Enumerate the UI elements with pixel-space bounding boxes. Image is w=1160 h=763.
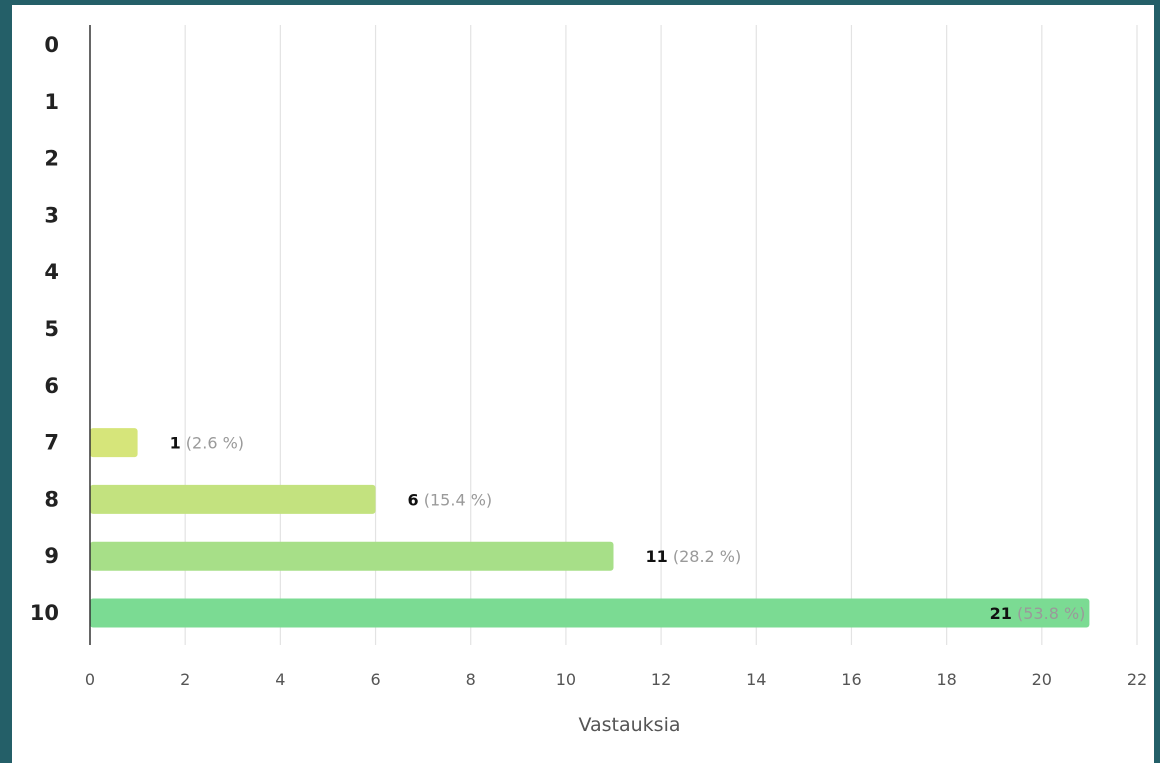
value-percent: (2.6 %) bbox=[181, 434, 244, 453]
category-label: 0 bbox=[44, 33, 59, 57]
x-tick-label: 12 bbox=[651, 670, 671, 689]
x-tick-label: 10 bbox=[556, 670, 576, 689]
value-count: 1 bbox=[170, 434, 181, 453]
x-axis-title: Vastauksia bbox=[578, 714, 680, 736]
value-count: 11 bbox=[646, 547, 668, 566]
x-tick-label: 6 bbox=[370, 670, 380, 689]
bar-9 bbox=[90, 541, 614, 571]
x-tick-label: 18 bbox=[936, 670, 956, 689]
x-tick-label: 2 bbox=[180, 670, 190, 689]
grid-lines bbox=[184, 25, 1138, 645]
value-percent: (28.2 %) bbox=[668, 547, 741, 566]
category-label: 5 bbox=[44, 317, 59, 341]
value-count: 6 bbox=[408, 490, 419, 509]
value-label: 6 (15.4 %) bbox=[408, 490, 493, 509]
value-percent: (53.8 %) bbox=[1012, 604, 1085, 623]
x-tick-label: 20 bbox=[1032, 670, 1052, 689]
x-tick-label: 16 bbox=[841, 670, 861, 689]
category-label: 8 bbox=[44, 487, 59, 511]
bar-8 bbox=[90, 484, 376, 514]
x-tick-label: 4 bbox=[275, 670, 285, 689]
value-count: 21 bbox=[990, 604, 1012, 623]
value-label: 1 (2.6 %) bbox=[170, 434, 244, 453]
value-label: 11 (28.2 %) bbox=[646, 547, 742, 566]
category-label: 4 bbox=[44, 260, 59, 284]
category-label: 6 bbox=[44, 374, 59, 398]
bar-7 bbox=[90, 428, 138, 458]
x-tick-label: 14 bbox=[746, 670, 766, 689]
category-labels: 0 1 2 3 4 5 6 7 8 9 10 bbox=[30, 33, 59, 625]
x-tick-label: 0 bbox=[85, 670, 95, 689]
value-label: 21 (53.8 %) bbox=[990, 604, 1086, 623]
bars bbox=[90, 428, 1090, 628]
x-tick-label: 22 bbox=[1127, 670, 1147, 689]
x-tick-labels: 0 2 4 6 8 10 12 14 16 18 20 22 bbox=[85, 670, 1147, 689]
category-label: 7 bbox=[44, 431, 59, 455]
category-label: 10 bbox=[30, 601, 59, 625]
category-label: 9 bbox=[44, 544, 59, 568]
category-label: 2 bbox=[44, 147, 59, 171]
category-label: 3 bbox=[44, 203, 59, 227]
value-labels: 1 (2.6 %) 6 (15.4 %) 11 (28.2 %) 21 (53.8 %… bbox=[170, 434, 1086, 623]
bar-10 bbox=[90, 598, 1090, 628]
chart-frame: 0 1 2 3 4 5 6 7 8 9 10 0 2 4 6 8 10 12 14 16 18 20 22 1 (2.6 … bbox=[12, 5, 1154, 763]
value-percent: (15.4 %) bbox=[419, 490, 492, 509]
category-label: 1 bbox=[44, 90, 59, 114]
x-tick-label: 8 bbox=[466, 670, 476, 689]
